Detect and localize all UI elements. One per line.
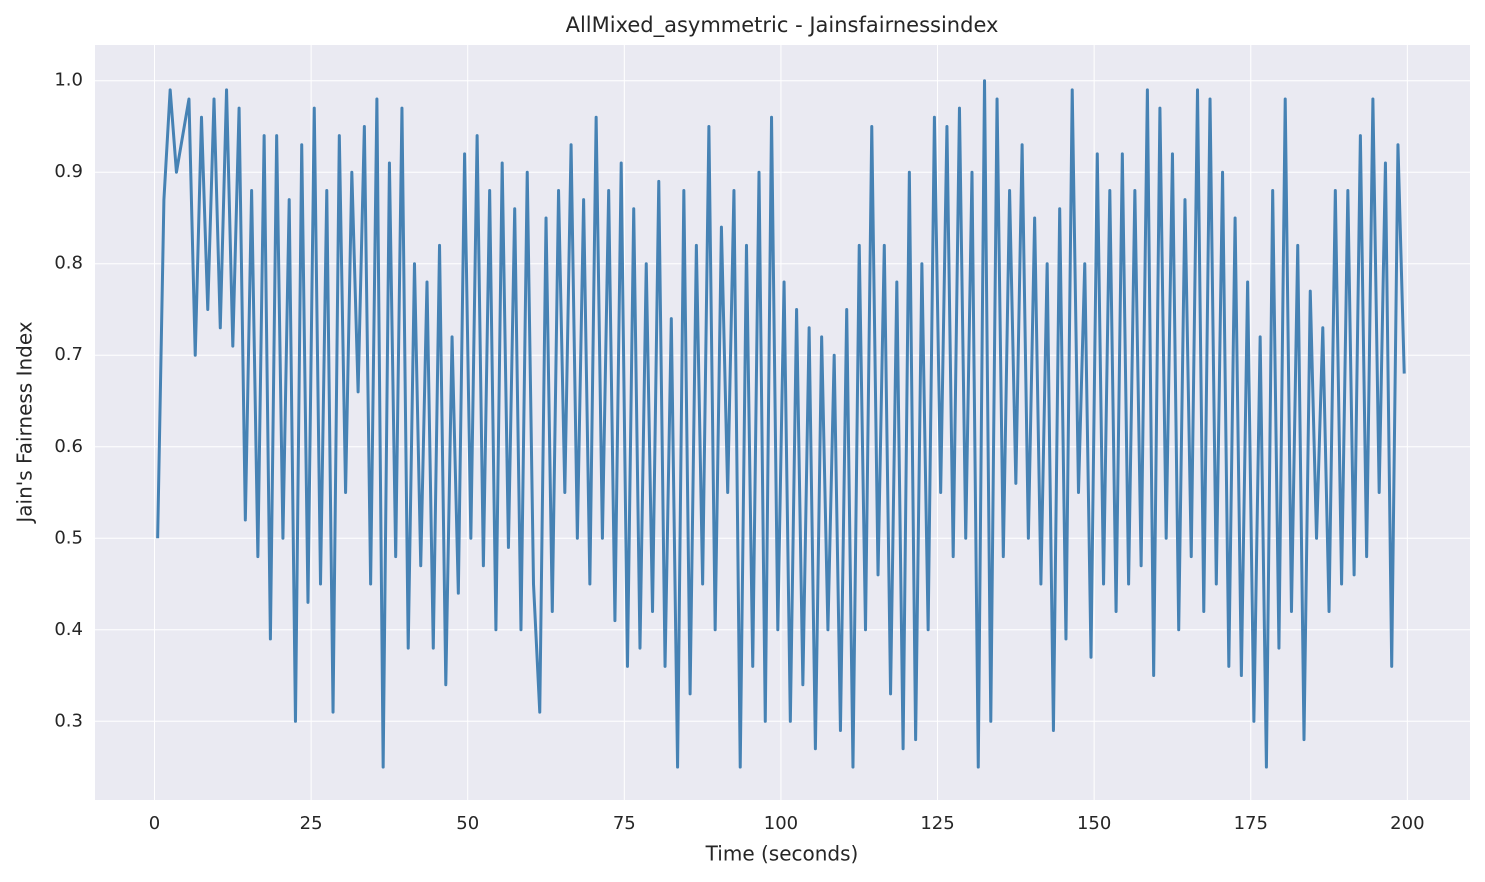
- y-tick-label: 0.4: [54, 619, 83, 640]
- y-tick-label: 0.8: [54, 253, 83, 274]
- y-tick-label: 1.0: [54, 70, 83, 91]
- y-tick-label: 0.5: [54, 527, 83, 548]
- x-tick-label: 175: [1234, 813, 1268, 834]
- x-tick-label: 150: [1077, 813, 1111, 834]
- x-tick-label: 0: [149, 813, 160, 834]
- x-tick-label: 50: [456, 813, 479, 834]
- y-tick-label: 0.6: [54, 436, 83, 457]
- y-tick-label: 0.7: [54, 344, 83, 365]
- x-tick-label: 25: [300, 813, 323, 834]
- x-tick-label: 100: [764, 813, 798, 834]
- x-tick-label: 75: [613, 813, 636, 834]
- x-axis-label: Time (seconds): [705, 842, 859, 866]
- y-tick-label: 0.3: [54, 710, 83, 731]
- data-line: [156, 79, 1406, 769]
- y-axis-label: Jain's Fairness Index: [13, 321, 37, 524]
- x-tick-label: 200: [1390, 813, 1424, 834]
- x-tick-label: 125: [920, 813, 954, 834]
- y-tick-label: 0.9: [54, 161, 83, 182]
- chart-title: AllMixed_asymmetric - Jainsfairnessindex: [566, 13, 999, 38]
